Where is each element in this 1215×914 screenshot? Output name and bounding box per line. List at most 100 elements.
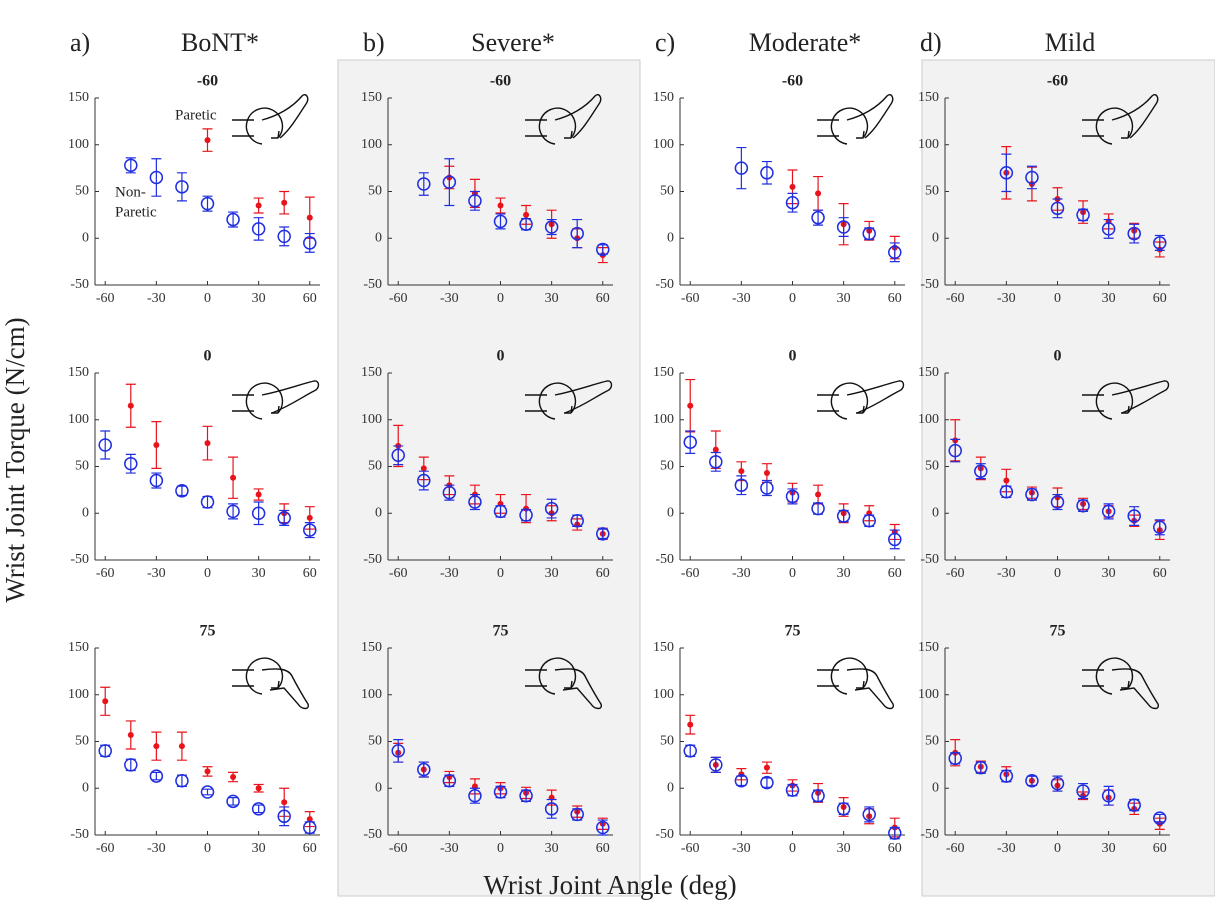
panel-title: Mild — [1045, 28, 1096, 57]
y-tick-label: 150 — [918, 365, 939, 380]
y-tick-label: 100 — [361, 412, 382, 427]
hand-icon — [817, 380, 905, 420]
hand-icon — [525, 94, 602, 145]
icon-arm — [1082, 394, 1104, 412]
y-axis-label: Wrist Joint Torque (N/cm) — [0, 317, 30, 602]
non-paretic-point — [149, 769, 164, 783]
chart-title: -60 — [1047, 73, 1068, 90]
non-paretic-point — [596, 242, 610, 257]
non-paretic-point — [124, 456, 138, 471]
x-tick-label: 30 — [1102, 841, 1116, 856]
non-paretic-point — [1076, 784, 1090, 798]
chart-title: 75 — [785, 623, 801, 640]
hand-icon — [817, 657, 895, 710]
y-tick-label: -50 — [363, 552, 382, 567]
x-tick-label: 0 — [497, 291, 504, 306]
error-bar — [125, 157, 136, 174]
paretic-point — [815, 190, 822, 197]
non-paretic-point — [760, 481, 774, 495]
non-paretic-point — [149, 170, 164, 185]
icon-arm — [525, 394, 547, 412]
error-bar — [1154, 813, 1165, 823]
y-tick-label: -50 — [70, 552, 89, 567]
icon-hand — [846, 668, 895, 710]
icon-arrow — [564, 680, 573, 689]
hand-icon — [525, 657, 603, 710]
non-paretic-point — [785, 489, 800, 504]
error-bar — [864, 806, 875, 823]
paretic-point — [523, 211, 530, 218]
chart-title: 75 — [493, 623, 509, 640]
y-tick-label: 150 — [361, 365, 382, 380]
paretic-point — [763, 470, 770, 477]
error-bar — [100, 430, 111, 460]
error-bar — [736, 775, 747, 787]
error-bar — [761, 160, 772, 185]
icon-rotation — [1095, 107, 1134, 145]
panel-title: Severe* — [471, 28, 555, 57]
paretic-point — [281, 199, 288, 206]
error-bar — [1154, 519, 1165, 536]
non-paretic-point — [785, 195, 800, 210]
icon-arrow — [1121, 680, 1130, 689]
annotation: Paretic — [115, 204, 157, 220]
error-bar — [813, 209, 824, 226]
error-bar — [1052, 493, 1063, 511]
icon-arrow — [271, 130, 280, 139]
paretic-point — [420, 465, 427, 472]
non-paretic-point — [974, 760, 988, 775]
non-paretic-point — [683, 435, 697, 449]
x-tick-label: -30 — [732, 566, 751, 581]
non-paretic-point — [149, 473, 164, 488]
y-tick-label: 0 — [82, 780, 89, 795]
chart-title: 0 — [789, 348, 797, 365]
error-bar — [685, 430, 696, 455]
icon-rotation — [1095, 657, 1134, 695]
non-paretic-point — [734, 161, 749, 175]
icon-arm — [525, 119, 547, 137]
paretic-point — [712, 446, 719, 453]
x-tick-label: 30 — [545, 566, 559, 581]
non-paretic-point — [785, 783, 800, 797]
error-bar — [572, 218, 583, 249]
non-paretic-point — [468, 495, 482, 509]
y-tick-label: 100 — [653, 412, 674, 427]
y-tick-label: -50 — [655, 552, 674, 567]
non-paretic-point — [544, 501, 559, 516]
y-tick-label: -50 — [920, 552, 939, 567]
error-bar — [304, 522, 315, 539]
y-tick-label: 100 — [918, 687, 939, 702]
panel-title: Moderate* — [749, 28, 862, 57]
y-tick-label: 50 — [925, 734, 939, 749]
non-paretic-point — [175, 774, 189, 788]
chart-title: 0 — [204, 348, 212, 365]
y-tick-label: 100 — [653, 687, 674, 702]
x-tick-label: 0 — [497, 566, 504, 581]
y-tick-label: 50 — [660, 184, 674, 199]
non-paretic-point — [888, 532, 902, 547]
panel-title: BoNT* — [181, 28, 259, 57]
error-bar — [1078, 782, 1089, 800]
panel-label: d) — [920, 28, 942, 57]
y-tick-label: 0 — [82, 505, 89, 520]
panel-label: a) — [70, 28, 90, 57]
hand-icon — [1082, 94, 1159, 145]
non-paretic-point — [948, 751, 962, 766]
panel-background — [337, 59, 641, 897]
y-tick-label: 0 — [82, 230, 89, 245]
non-paretic-point — [251, 802, 266, 816]
non-paretic-point — [836, 509, 851, 523]
x-tick-label: 0 — [789, 841, 796, 856]
y-tick-label: 150 — [653, 365, 674, 380]
y-tick-label: 150 — [68, 90, 89, 105]
error-bar — [1026, 165, 1037, 190]
error-bar — [202, 788, 213, 796]
paretic-point — [255, 202, 262, 209]
non-paretic-point — [1025, 487, 1039, 502]
error-bar — [418, 172, 429, 196]
x-tick-label: -30 — [732, 291, 751, 306]
y-tick-label: 150 — [653, 640, 674, 655]
non-paretic-point — [974, 464, 988, 478]
non-paretic-point — [277, 511, 291, 525]
